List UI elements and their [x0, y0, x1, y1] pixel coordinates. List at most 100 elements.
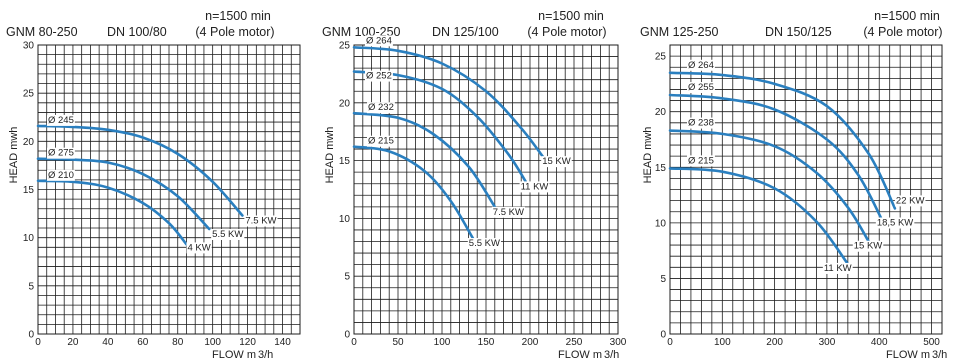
chart-3-curves: Ø 264 22 KW Ø 255 18,5 KW Ø 238 15 KW Ø 215 11 …: [668, 59, 926, 274]
chart-3-series-line: [668, 167, 850, 266]
chart-2-series-line: [352, 111, 497, 209]
chart-3-y-ticks: 0 5 10 15 20 25: [655, 52, 667, 341]
chart-3-ylabel: HEAD mwh: [642, 127, 654, 184]
chart-3-series-label: Ø 264: [688, 60, 714, 71]
chart-1-power-label-bg: [211, 228, 245, 240]
chart-2-series-label-bg: [367, 102, 395, 114]
chart-2-power-label: 11 KW: [521, 181, 549, 192]
chart-3-model: GNM 125-250: [640, 25, 719, 39]
chart-3-y-tick-label: 15: [655, 163, 667, 174]
chart-1-series-line: [36, 157, 211, 231]
chart-1-x-tick-label: 100: [204, 337, 221, 348]
chart-1-x-tick-label: 40: [102, 337, 114, 348]
chart-1-speed: n=1500 min: [205, 9, 271, 23]
chart-2-motor: (4 Pole motor): [527, 25, 606, 39]
chart-3-y-tick-label: 25: [655, 52, 667, 63]
chart-2-x-tick-label: 100: [434, 337, 451, 348]
chart-3-y-tick-label: 0: [660, 330, 666, 341]
chart-2-series-label-bg: [365, 35, 393, 47]
chart-3-power-label: 15 KW: [854, 241, 883, 252]
chart-2-y-tick-label: 20: [339, 98, 351, 109]
chart-1-series-line: [36, 179, 188, 246]
chart-1-series-line: [36, 124, 244, 217]
chart-3-y-tick-label: 10: [655, 218, 667, 229]
chart-2-series-line: [352, 46, 545, 159]
chart-2-y-tick-label: 5: [344, 272, 350, 283]
chart-1-motor: (4 Pole motor): [195, 25, 274, 39]
chart-2-xunit: 3/h: [604, 349, 619, 361]
chart-2-series-label: Ø 264: [366, 35, 392, 46]
chart-3-series-line: [668, 71, 897, 210]
chart-3-y-tick-label: 5: [660, 274, 666, 285]
chart-1-series-label: Ø 210: [48, 170, 74, 181]
chart-1-x-tick-label: 60: [137, 337, 149, 348]
chart-3-power-label: 18,5 KW: [877, 218, 913, 229]
chart-3-plot-frame: [669, 44, 943, 335]
chart-3-y-tick-label: 20: [655, 107, 667, 118]
chart-1-series-label: Ø 245: [48, 115, 74, 126]
chart-1-power-label: 4 KW: [187, 242, 210, 253]
chart-3-series-label-bg: [687, 155, 715, 167]
chart-2-power-label-bg: [491, 206, 525, 218]
chart-1-y-ticks: 0 5 10 15 20 25 30: [23, 41, 35, 341]
chart-2-dn: DN 125/100: [432, 25, 499, 39]
chart-2-power-label: 7.5 KW: [493, 207, 524, 218]
chart-3-dn: DN 150/125: [765, 25, 832, 39]
chart-3-xunit: 3/h: [932, 349, 947, 361]
chart-3-grid: [669, 44, 943, 335]
chart-3-series-label-bg: [687, 117, 715, 129]
chart-3-x-tick-label: 200: [766, 337, 783, 348]
chart-3-series-label: Ø 238: [688, 118, 714, 129]
chart-3-power-label-bg: [894, 195, 926, 207]
chart-3-xlabel: FLOW m: [886, 349, 930, 361]
chart-1-x-tick-label: 80: [172, 337, 184, 348]
chart-1-xunit: 3/h: [258, 349, 273, 361]
chart-1-series-label-bg: [47, 114, 75, 126]
chart-1-y-tick-label: 25: [23, 89, 35, 100]
chart-2-power-label-bg: [467, 238, 501, 250]
chart-1-series-label: Ø 275: [48, 148, 74, 159]
chart-2-power-label: 5.5 KW: [469, 238, 500, 249]
chart-1-ylabel: HEAD mwh: [8, 127, 20, 184]
chart-3-x-tick-label: 300: [819, 337, 836, 348]
chart-1-x-tick-label: 20: [67, 337, 79, 348]
chart-3-power-label-bg: [822, 262, 853, 274]
chart-1-y-tick-label: 15: [23, 185, 35, 196]
chart-2-x-tick-label: 250: [566, 337, 583, 348]
chart-1-grid: [37, 44, 301, 335]
chart-3-series-line: [668, 93, 884, 221]
chart-2-series-line: [352, 145, 475, 240]
chart-3-series-label-bg: [687, 59, 715, 71]
chart-2-power-label-bg: [541, 156, 572, 168]
chart-2-curves: Ø 264 15 KW Ø 252 11 KW Ø 232 7.5 KW Ø 215 5.5 …: [352, 35, 572, 250]
chart-2-y-tick-label: 25: [339, 41, 351, 52]
chart-3-x-tick-label: 500: [923, 337, 940, 348]
chart-2-power-label: 15 KW: [542, 156, 571, 167]
chart-3-x-tick-label: 400: [871, 337, 888, 348]
chart-3-power-label: 11 KW: [824, 263, 852, 274]
chart-2-y-tick-label: 0: [344, 330, 350, 341]
chart-3-power-label: 22 KW: [896, 195, 925, 206]
chart-1-y-tick-label: 5: [28, 281, 34, 292]
chart-2-y-tick-label: 10: [339, 214, 351, 225]
chart-3-series-label-bg: [687, 82, 715, 94]
chart-2-x-tick-label: 150: [478, 337, 495, 348]
chart-1-dn: DN 100/80: [107, 25, 167, 39]
chart-1-power-label-bg: [244, 215, 278, 227]
chart-1-y-tick-label: 20: [23, 137, 35, 148]
chart-3-motor: (4 Pole motor): [863, 25, 942, 39]
chart-2-power-label-bg: [519, 181, 550, 193]
chart-3-speed: n=1500 min: [874, 9, 940, 23]
chart-3-x-ticks: 0 100 200 300 400 500: [667, 337, 940, 348]
chart-3-power-label-bg: [852, 240, 884, 252]
chart-1-power-label: 7.5 KW: [245, 216, 276, 227]
chart-2-grid: [353, 44, 619, 335]
chart-3-series-label: Ø 215: [688, 155, 714, 166]
chart-2-x-tick-label: 200: [522, 337, 539, 348]
chart-panel-3: GNM 125-250 DN 150/125 n=1500 min (4 Pol…: [640, 9, 947, 361]
chart-2-x-tick-label: 0: [351, 337, 357, 348]
chart-1-y-tick-label: 10: [23, 233, 35, 244]
chart-2-series-label: Ø 215: [368, 136, 394, 147]
chart-3-power-label-bg: [875, 217, 915, 229]
